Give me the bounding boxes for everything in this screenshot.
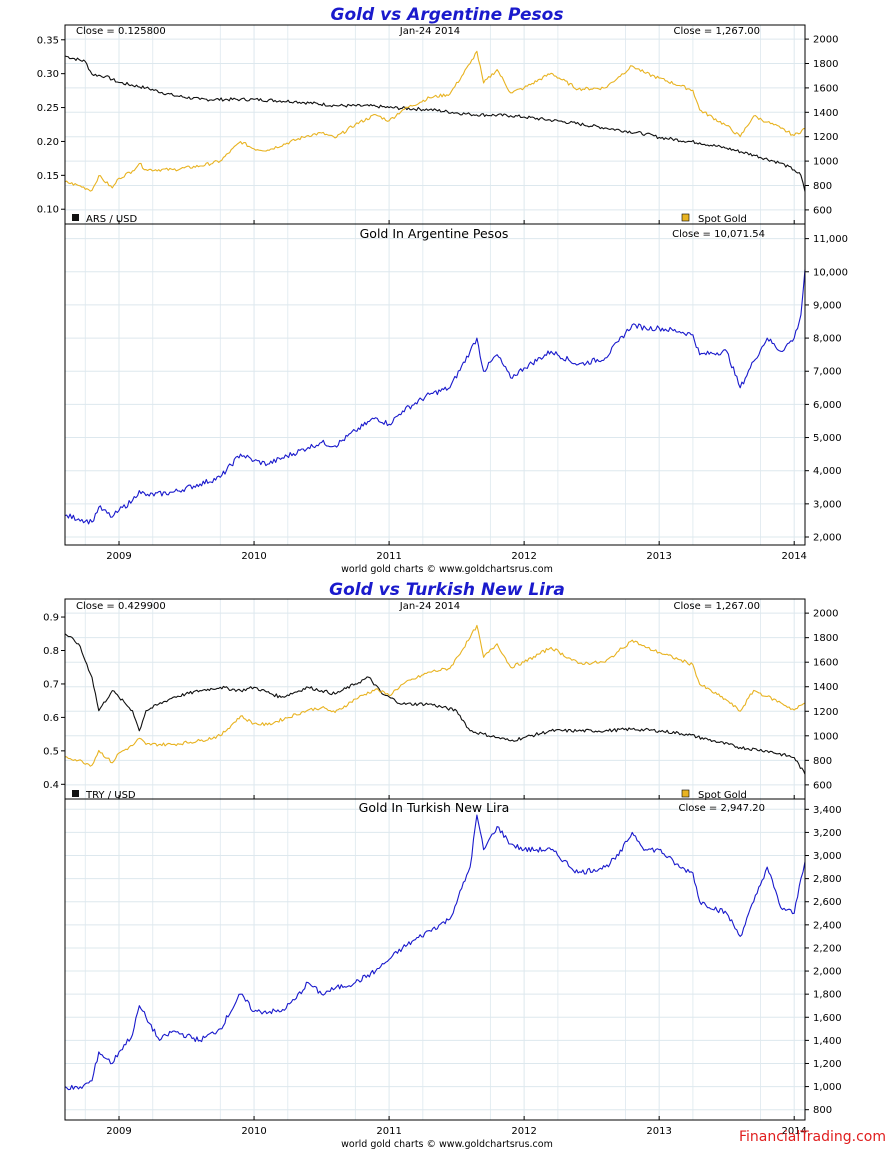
panel-frame-p1 <box>64 223 806 546</box>
series-line-gold-in-argentine-pesos-p1 <box>64 269 806 525</box>
close-left-ars: Close = 0.125800 <box>76 26 166 37</box>
y-right-tick-label-2000-p0: 2000 <box>813 35 838 46</box>
series-line-gold-in-turkish-new-lira-p3 <box>64 814 806 1091</box>
panel-frame-p0 <box>64 24 806 225</box>
y-right-tick-label-2,800-p3: 2,800 <box>813 874 842 885</box>
y-right-tick-label-1,000-p3: 1,000 <box>813 1082 842 1093</box>
y-right-tick-label-2,000-p3: 2,000 <box>813 967 842 978</box>
y-right-tick-label-1400-p0: 1400 <box>813 108 838 119</box>
y-right-tick-label-1,200-p3: 1,200 <box>813 1059 842 1070</box>
y-right-tick-label-1200-p2: 1200 <box>813 707 838 718</box>
y-left-tick-label-0.7-p2: 0.7 <box>43 679 59 690</box>
y-right-tick-label-3,000-p3: 3,000 <box>813 851 842 862</box>
y-right-tick-label-800-p0: 800 <box>813 181 832 192</box>
series-line-spot-gold-p0 <box>64 50 806 192</box>
close-right-ars: Close = 1,267.00 <box>673 26 760 37</box>
x-tick-label-2014-p1: 2014 <box>781 551 806 562</box>
y-right-tick-label-1,400-p3: 1,400 <box>813 1036 842 1047</box>
date-label-ars: Jan-24 2014 <box>399 26 460 37</box>
y-left-tick-label-0.8-p2: 0.8 <box>43 646 59 657</box>
y-right-tick-label-600-p2: 600 <box>813 780 832 791</box>
y-right-tick-label-10,000-p1: 10,000 <box>813 267 848 278</box>
y-right-tick-label-800-p2: 800 <box>813 756 832 767</box>
close-left-try: Close = 0.429900 <box>76 601 166 612</box>
y-right-tick-label-1400-p2: 1400 <box>813 682 838 693</box>
x-tick-label-2011-p1: 2011 <box>376 551 401 562</box>
x-tick-label-2010-p3: 2010 <box>241 1126 266 1137</box>
plot-area: 600 800 1000 1200 1400 1600 1800 2000 0.10 0.15 0.… <box>37 24 848 1137</box>
y-left-tick-label-0.5-p2: 0.5 <box>43 746 59 757</box>
series-line-try-usd-p2 <box>64 633 806 775</box>
y-right-tick-label-800-p3: 800 <box>813 1105 832 1116</box>
y-right-tick-label-1800-p2: 1800 <box>813 633 838 644</box>
x-tick-label-2010-p1: 2010 <box>241 551 266 562</box>
y-right-tick-label-1800-p0: 1800 <box>813 59 838 70</box>
y-right-tick-label-1600-p0: 1600 <box>813 83 838 94</box>
y-right-tick-label-7,000-p1: 7,000 <box>813 367 842 378</box>
chart-title-ars: Gold vs Argentine Pesos <box>331 5 564 25</box>
legend-swatch-ars-usd <box>72 214 79 221</box>
y-right-tick-label-1000-p2: 1000 <box>813 731 838 742</box>
panel-frame-p2 <box>64 598 806 800</box>
y-right-tick-label-1000-p0: 1000 <box>813 157 838 168</box>
y-right-tick-label-2,600-p3: 2,600 <box>813 897 842 908</box>
y-left-tick-label-0.20-p0: 0.20 <box>37 137 59 148</box>
y-left-tick-label-0.30-p0: 0.30 <box>37 69 59 80</box>
watermark: FinancialTrading.com <box>739 1129 886 1145</box>
close-right-try-gold: Close = 2,947.20 <box>678 803 765 814</box>
y-right-tick-label-4,000-p1: 4,000 <box>813 466 842 477</box>
footer-credit-1: world gold charts © www.goldchartsrus.co… <box>341 564 553 575</box>
x-tick-label-2012-p3: 2012 <box>511 1126 536 1137</box>
x-tick-label-2009-p1: 2009 <box>106 551 131 562</box>
x-tick-label-2011-p3: 2011 <box>376 1126 401 1137</box>
y-right-tick-label-9,000-p1: 9,000 <box>813 300 842 311</box>
y-right-tick-label-3,400-p3: 3,400 <box>813 805 842 816</box>
y-left-tick-label-0.35-p0: 0.35 <box>37 35 59 46</box>
y-right-tick-label-1,600-p3: 1,600 <box>813 1013 842 1024</box>
series-line-spot-gold-p2 <box>64 624 806 767</box>
y-right-tick-label-3,200-p3: 3,200 <box>813 828 842 839</box>
series-line-ars-usd-p0 <box>64 55 806 192</box>
y-right-tick-label-2000-p2: 2000 <box>813 609 838 620</box>
y-right-tick-label-3,000-p1: 3,000 <box>813 499 842 510</box>
legend-label-try-usd: TRY / USD <box>85 790 136 801</box>
x-tick-label-2013-p3: 2013 <box>646 1126 671 1137</box>
legend-label-spot-gold-1: Spot Gold <box>698 214 747 225</box>
y-right-tick-label-6,000-p1: 6,000 <box>813 400 842 411</box>
y-right-tick-label-2,000-p1: 2,000 <box>813 533 842 544</box>
y-right-tick-label-8,000-p1: 8,000 <box>813 334 842 345</box>
y-left-tick-label-0.15-p0: 0.15 <box>37 171 59 182</box>
date-label-try: Jan-24 2014 <box>399 601 460 612</box>
x-tick-label-2009-p3: 2009 <box>106 1126 131 1137</box>
y-right-tick-label-600-p0: 600 <box>813 205 832 216</box>
y-left-tick-label-0.9-p2: 0.9 <box>43 613 59 624</box>
legend-swatch-spot-gold-1 <box>681 213 690 222</box>
y-left-tick-label-0.4-p2: 0.4 <box>43 780 59 791</box>
y-left-tick-label-0.6-p2: 0.6 <box>43 713 59 724</box>
panel-title-try-gold: Gold In Turkish New Lira <box>359 800 510 815</box>
footer-credit-2: world gold charts © www.goldchartsrus.co… <box>341 1139 553 1150</box>
y-right-tick-label-1,800-p3: 1,800 <box>813 990 842 1001</box>
y-right-tick-label-5,000-p1: 5,000 <box>813 433 842 444</box>
close-right-ars-gold: Close = 10,071.54 <box>672 229 765 240</box>
y-left-tick-label-0.25-p0: 0.25 <box>37 103 59 114</box>
y-right-tick-label-1600-p2: 1600 <box>813 658 838 669</box>
chart-title-try: Gold vs Turkish New Lira <box>329 580 565 600</box>
legend-label-spot-gold-2: Spot Gold <box>698 790 747 801</box>
close-right-try: Close = 1,267.00 <box>673 601 760 612</box>
y-right-tick-label-2,400-p3: 2,400 <box>813 920 842 931</box>
legend-swatch-try-usd <box>72 790 79 797</box>
x-tick-label-2012-p1: 2012 <box>511 551 536 562</box>
panel-frame-p3 <box>64 798 806 1121</box>
x-tick-label-2013-p1: 2013 <box>646 551 671 562</box>
legend-label-ars-usd: ARS / USD <box>86 214 138 225</box>
y-right-tick-label-2,200-p3: 2,200 <box>813 943 842 954</box>
y-right-tick-label-1200-p0: 1200 <box>813 132 838 143</box>
y-right-tick-label-11,000-p1: 11,000 <box>813 234 848 245</box>
panel-title-ars-gold: Gold In Argentine Pesos <box>360 226 509 241</box>
y-left-tick-label-0.10-p0: 0.10 <box>37 205 59 216</box>
legend-swatch-spot-gold-2 <box>681 789 690 798</box>
x-tick-label-2014-p3: 2014 <box>781 1126 806 1137</box>
